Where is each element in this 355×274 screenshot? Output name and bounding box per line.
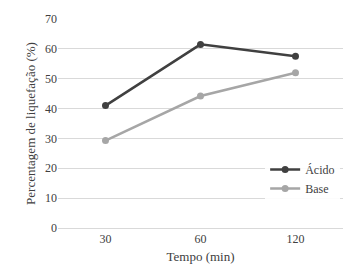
svg-text:60: 60 [195, 232, 207, 246]
svg-text:30: 30 [100, 232, 112, 246]
svg-text:30: 30 [45, 132, 57, 146]
svg-text:0: 0 [51, 221, 57, 235]
svg-text:50: 50 [45, 72, 57, 86]
svg-text:Ácido: Ácido [305, 163, 334, 177]
svg-text:20: 20 [45, 161, 57, 175]
svg-text:40: 40 [45, 102, 57, 116]
svg-text:60: 60 [45, 42, 57, 56]
svg-text:Percentagem de liquefação (%): Percentagem de liquefação (%) [23, 42, 38, 205]
svg-text:10: 10 [45, 191, 57, 205]
svg-text:70: 70 [45, 12, 57, 26]
svg-text:Tempo (min): Tempo (min) [166, 249, 234, 264]
svg-text:Base: Base [305, 182, 328, 196]
svg-text:120: 120 [287, 232, 305, 246]
